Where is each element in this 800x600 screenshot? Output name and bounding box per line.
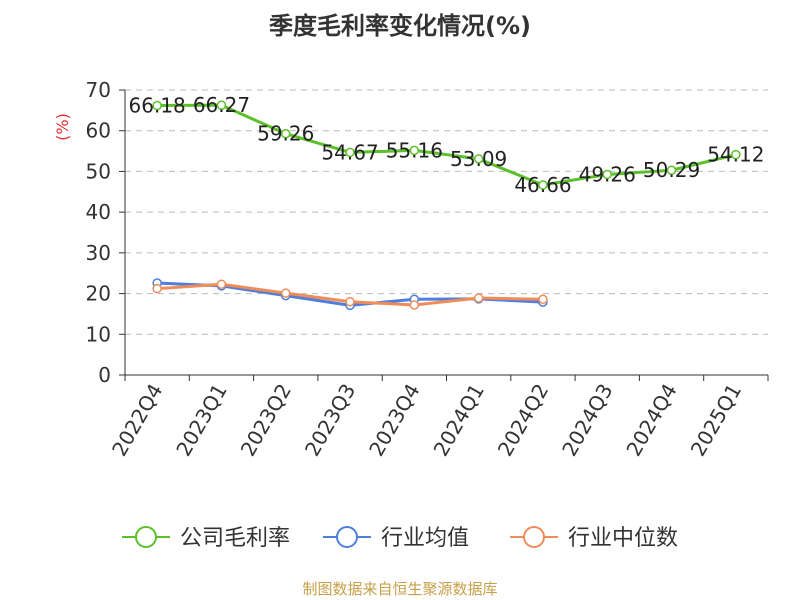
- y-tick-label: 60: [86, 119, 111, 143]
- y-tick-label: 50: [86, 159, 111, 183]
- legend-label: 行业均值: [381, 526, 469, 551]
- data-label: 49.26: [579, 162, 636, 186]
- y-axis-label: (%): [53, 113, 72, 141]
- data-point: [281, 288, 291, 298]
- x-tick-label: 2024Q2: [493, 380, 553, 461]
- data-point: [731, 149, 741, 160]
- x-tick-label: 2024Q1: [429, 380, 489, 461]
- data-point: [473, 154, 484, 164]
- data-point: [538, 180, 548, 190]
- series-line-0: [157, 103, 737, 187]
- data-label: 54.12: [707, 143, 764, 167]
- legend-marker: [336, 526, 358, 548]
- y-tick-label: 0: [98, 363, 111, 387]
- y-tick-label: 20: [86, 282, 111, 306]
- x-tick-label: 2023Q2: [236, 380, 296, 461]
- data-label: 54.67: [321, 140, 378, 164]
- data-label: 53.09: [450, 147, 507, 171]
- data-label: 59.26: [257, 122, 314, 146]
- y-tick-label: 40: [86, 200, 111, 224]
- chart-title: 季度毛利率变化情况(%): [269, 12, 531, 40]
- x-tick-label: 2024Q4: [621, 380, 681, 461]
- data-point: [409, 145, 420, 156]
- legend-label: 行业中位数: [568, 526, 678, 551]
- data-point: [152, 100, 162, 111]
- data-source-note: 制图数据来自恒生聚源数据库: [302, 580, 498, 598]
- x-tick-label: 2023Q4: [364, 380, 424, 461]
- x-tick-label: 2025Q1: [686, 380, 746, 461]
- legend-marker: [135, 526, 157, 548]
- y-tick-label: 70: [86, 78, 111, 102]
- data-label: 66.27: [193, 93, 250, 117]
- data-point: [216, 100, 227, 110]
- data-label: 50.29: [643, 158, 700, 182]
- y-tick-label: 30: [86, 241, 111, 265]
- data-point: [602, 169, 612, 180]
- x-tick-label: 2023Q1: [171, 380, 231, 461]
- data-point: [345, 147, 355, 158]
- data-point: [538, 294, 548, 305]
- data-point: [345, 296, 355, 307]
- data-point: [666, 165, 677, 175]
- x-tick-label: 2024Q3: [557, 380, 617, 461]
- x-tick-label: 2023Q3: [300, 380, 360, 461]
- y-tick-label: 10: [86, 322, 111, 346]
- data-point: [473, 293, 484, 303]
- data-point: [152, 283, 162, 294]
- data-point: [409, 300, 420, 310]
- data-point: [281, 128, 291, 139]
- legend-label: 公司毛利率: [180, 526, 290, 551]
- legend-marker: [523, 526, 545, 548]
- data-label: 55.16: [386, 138, 443, 162]
- x-tick-label: 2022Q4: [107, 380, 167, 461]
- data-label: 46.66: [514, 173, 571, 197]
- data-point: [216, 279, 227, 289]
- data-label: 66.18: [129, 94, 186, 118]
